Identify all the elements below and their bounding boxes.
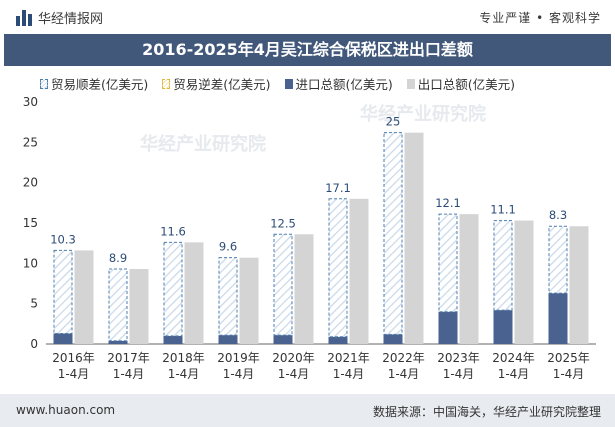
surplus-data-label: 11.6	[160, 224, 186, 238]
legend: 贸易顺差(亿美元) 贸易逆差(亿美元) 进口总额(亿美元) 出口总额(亿美元)	[40, 74, 515, 93]
y-tick-label: 30	[23, 95, 38, 109]
x-tick-label: 2021年 1-4月	[327, 351, 370, 381]
watermark-text: 华经产业研究院	[140, 133, 266, 155]
surplus-data-label: 25	[386, 115, 401, 129]
legend-item-import: 进口总额(亿美元)	[284, 74, 393, 93]
footer-source: 数据来源：中国海关，华经产业研究院整理	[372, 405, 601, 419]
brand-name: 华经情报网	[38, 12, 104, 27]
surplus-bar	[383, 132, 403, 335]
import-bar	[548, 293, 568, 344]
x-tick-label: 2019年 1-4月	[217, 351, 260, 381]
surplus-data-label: 9.6	[219, 240, 237, 254]
import-bar	[328, 336, 348, 344]
import-bar	[273, 335, 293, 344]
surplus-data-label: 8.9	[109, 251, 127, 265]
x-tick-label: 2022年 1-4月	[382, 351, 425, 381]
brand: 华经情报网	[16, 8, 103, 27]
surplus-bar	[53, 249, 73, 335]
brand-logo-icon	[16, 9, 32, 26]
surplus-data-label: 17.1	[325, 181, 351, 195]
surplus-data-label: 11.1	[490, 203, 516, 217]
surplus-bar	[108, 268, 128, 342]
legend-label-import: 进口总额(亿美元)	[295, 77, 393, 92]
export-bar	[74, 250, 94, 344]
y-tick-label: 10	[23, 256, 38, 270]
top-bar: 华经情报网 专业严谨 • 客观科学	[0, 0, 615, 34]
y-tick-label: 25	[23, 135, 38, 149]
export-bar	[459, 214, 479, 344]
surplus-bar	[328, 198, 348, 338]
import-bar	[163, 335, 183, 344]
footer: www.huaon.com 数据来源：中国海关，华经产业研究院整理	[0, 394, 615, 427]
export-bar	[239, 257, 259, 344]
import-bar	[108, 340, 128, 344]
surplus-bar	[438, 213, 458, 313]
legend-item-export: 出口总额(亿美元)	[406, 74, 516, 93]
surplus-bar	[163, 241, 183, 337]
surplus-bar	[493, 220, 513, 311]
legend-swatch-export	[406, 78, 415, 89]
surplus-data-label: 12.5	[270, 216, 296, 230]
surplus-data-label: 8.3	[549, 208, 567, 222]
surplus-bar	[548, 225, 568, 294]
y-tick-label: 5	[30, 297, 38, 311]
x-tick-label: 2017年 1-4月	[107, 351, 150, 381]
export-bar	[294, 234, 314, 344]
chart-plot: 华经产业研究院 华经产业研究院 0 5 10 15 20 25 30 10.3 2016年 1-…	[23, 95, 596, 381]
import-bar	[438, 311, 458, 344]
export-bar	[569, 226, 589, 344]
x-tick-label: 2016年 1-4月	[52, 351, 95, 381]
export-bar	[514, 220, 534, 344]
export-bar	[404, 132, 424, 344]
import-bar	[493, 310, 513, 344]
legend-item-deficit: 贸易逆差(亿美元)	[162, 74, 271, 93]
legend-label-deficit: 贸易逆差(亿美元)	[173, 77, 271, 92]
surplus-bar	[218, 257, 238, 336]
legend-swatch-import	[284, 78, 293, 89]
tagline: 专业严谨 • 客观科学	[479, 11, 601, 25]
export-bar	[349, 198, 369, 344]
surplus-bar	[273, 233, 293, 336]
footer-url[interactable]: www.huaon.com	[16, 403, 116, 417]
legend-swatch-deficit	[162, 78, 171, 89]
watermark-text: 华经产业研究院	[360, 103, 486, 125]
export-bar	[129, 268, 149, 344]
legend-item-surplus: 贸易顺差(亿美元)	[40, 74, 148, 93]
import-bar	[218, 335, 238, 344]
y-tick-label: 0	[30, 337, 38, 351]
chart-title: 2016-2025年4月吴江综合保税区进出口差额	[4, 34, 611, 66]
import-bar	[383, 334, 403, 344]
legend-swatch-surplus	[40, 78, 48, 89]
x-tick-label: 2023年 1-4月	[437, 351, 480, 381]
x-tick-label: 2018年 1-4月	[162, 351, 205, 381]
export-bar	[184, 242, 204, 344]
legend-label-export: 出口总额(亿美元)	[417, 77, 516, 92]
x-tick-label: 2020年 1-4月	[272, 351, 315, 381]
x-tick-label: 2024年 1-4月	[492, 351, 535, 381]
legend-label-surplus: 贸易顺差(亿美元)	[51, 77, 149, 92]
surplus-data-label: 10.3	[50, 232, 76, 246]
x-tick-label: 2025年 1-4月	[547, 351, 590, 381]
y-tick-label: 20	[23, 176, 38, 190]
y-tick-label: 15	[23, 216, 38, 230]
surplus-data-label: 12.1	[435, 196, 461, 210]
import-bar	[53, 333, 73, 344]
